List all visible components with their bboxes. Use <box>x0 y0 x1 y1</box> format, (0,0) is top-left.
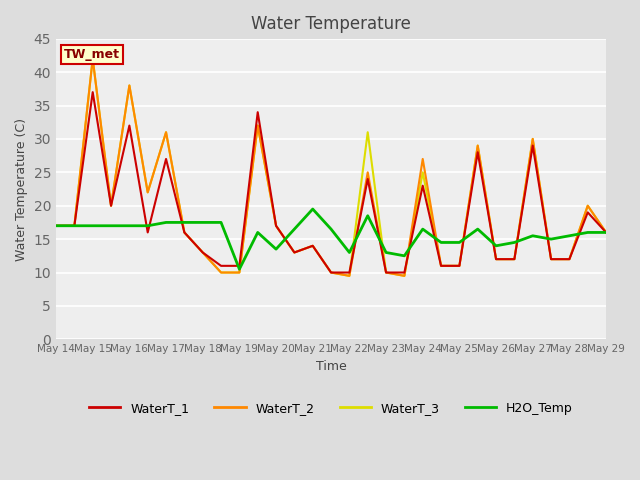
Y-axis label: Water Temperature (C): Water Temperature (C) <box>15 118 28 261</box>
Text: TW_met: TW_met <box>64 48 120 61</box>
X-axis label: Time: Time <box>316 360 346 373</box>
Title: Water Temperature: Water Temperature <box>251 15 411 33</box>
Legend: WaterT_1, WaterT_2, WaterT_3, H2O_Temp: WaterT_1, WaterT_2, WaterT_3, H2O_Temp <box>84 396 578 420</box>
